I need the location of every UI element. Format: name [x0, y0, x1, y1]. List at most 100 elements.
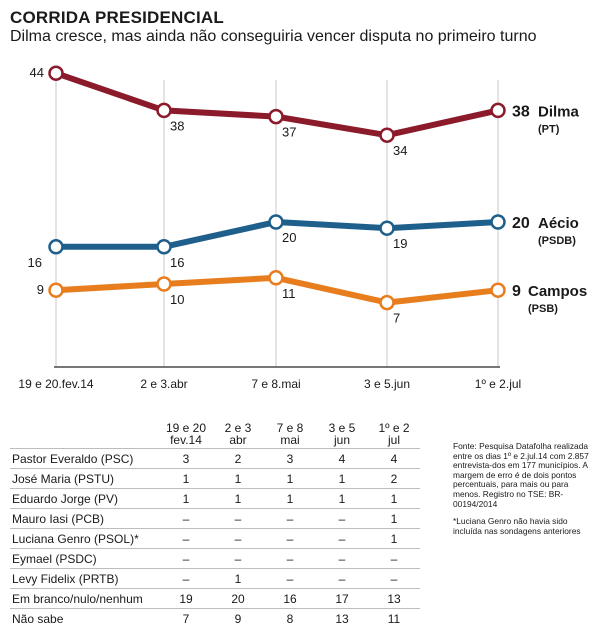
poll-value: – — [316, 568, 368, 589]
data-point — [490, 102, 506, 119]
poll-value: – — [264, 508, 316, 529]
poll-value: 13 — [368, 588, 420, 609]
poll-value: – — [368, 548, 420, 569]
series-end-value: 9 — [512, 283, 521, 300]
poll-table-wrapper: 19 e 20 fev.14 2 e 3 abr 7 e 8 mai 3 e 5 jun 1º … — [10, 422, 420, 628]
poll-value: – — [264, 528, 316, 549]
poll-value: 1 — [368, 508, 420, 529]
data-point — [268, 214, 284, 230]
legend-party: (PSDB) — [538, 235, 576, 247]
poll-value: 1 — [212, 468, 264, 489]
poll-value: – — [212, 548, 264, 569]
header-line: jul — [387, 433, 400, 447]
x-tick-label: 2 e 3.abr — [140, 377, 187, 391]
data-point — [379, 127, 395, 143]
data-label: 16 — [170, 255, 184, 270]
line-chart: 19 e 20.fev.14 2 e 3.abr 7 e 8.mai 3 e 5.ju… — [18, 65, 587, 391]
poll-value: 1 — [212, 568, 264, 589]
data-label: 19 — [393, 236, 407, 251]
data-point — [48, 239, 64, 255]
header-line: mai — [280, 433, 300, 447]
legend-name: Campos — [528, 283, 587, 300]
source-note: Fonte: Pesquisa Datafolha realizada entr… — [453, 441, 589, 509]
poll-value: 4 — [368, 448, 420, 469]
data-point — [490, 214, 506, 230]
header-line: jun — [333, 433, 350, 447]
data-label: 37 — [282, 125, 296, 140]
header-line: 1º e 2 — [378, 421, 410, 435]
data-point — [379, 220, 395, 236]
candidate-name: Não sabe — [10, 608, 160, 628]
data-label: 38 — [170, 118, 184, 133]
poll-value: 1 — [264, 488, 316, 509]
poll-value: – — [212, 528, 264, 549]
candidate-name: Mauro Iasi (PCB) — [10, 508, 160, 529]
chart-title: CORRIDA PRESIDENCIAL — [10, 8, 224, 27]
header-line: 3 e 5 — [328, 421, 356, 435]
data-label: 11 — [282, 286, 296, 301]
table-header-cell: 1º e 2 jul — [368, 422, 420, 449]
data-label: 9 — [37, 282, 44, 297]
poll-value: – — [368, 568, 420, 589]
candidate-name: Eduardo Jorge (PV) — [10, 488, 160, 509]
candidate-name: Em branco/nulo/nenhum — [10, 588, 160, 609]
data-label: 10 — [170, 292, 184, 307]
poll-table: 19 e 20 fev.14 2 e 3 abr 7 e 8 mai 3 e 5 jun 1º … — [10, 422, 420, 628]
chart-subtitle: Dilma cresce, mas ainda não conseguiria … — [10, 28, 537, 45]
header-line: 7 e 8 — [276, 421, 304, 435]
poll-value: – — [160, 568, 212, 589]
table-header-cell: 19 e 20 fev.14 — [160, 422, 212, 449]
poll-value: 1 — [264, 468, 316, 489]
table-row: Eymael (PSDC) – – – – – — [10, 548, 420, 569]
data-label: 34 — [393, 143, 407, 158]
poll-value: 8 — [264, 608, 316, 628]
poll-value: 2 — [212, 448, 264, 469]
data-point — [490, 282, 506, 298]
candidate-name: José Maria (PSTU) — [10, 468, 160, 489]
x-tick-label: 1º e 2.jul — [475, 377, 521, 391]
candidate-name: Levy Fidelix (PRTB) — [10, 568, 160, 589]
legend-party: (PSB) — [528, 303, 558, 315]
header-line: 2 e 3 — [224, 421, 252, 435]
poll-value: – — [160, 548, 212, 569]
poll-value: – — [212, 508, 264, 529]
table-row: Luciana Genro (PSOL)* – – – –1 — [10, 528, 420, 549]
legend-name: Dilma — [538, 103, 580, 120]
poll-value: – — [316, 548, 368, 569]
table-row: José Maria (PSTU) 1 1 1 1 2 — [10, 468, 420, 489]
poll-value: 3 — [264, 448, 316, 469]
data-point — [268, 108, 284, 125]
table-header-cell: 2 e 3 abr — [212, 422, 264, 449]
poll-value: 1 — [160, 468, 212, 489]
data-label: 44 — [30, 65, 44, 80]
data-label: 20 — [282, 230, 296, 245]
poll-value: 13 — [316, 608, 368, 628]
poll-value: 1 — [212, 488, 264, 509]
series-line-dilma — [53, 70, 501, 139]
data-point — [268, 270, 284, 286]
poll-value: 1 — [368, 488, 420, 509]
data-point — [48, 282, 64, 298]
poll-value: – — [264, 568, 316, 589]
data-point — [156, 239, 172, 255]
poll-value: 20 — [212, 588, 264, 609]
table-header-cell: 3 e 5 jun — [316, 422, 368, 449]
data-point — [379, 294, 395, 311]
table-row: Não sabe 7 9 8 13 11 — [10, 608, 420, 628]
candidate-name: Eymael (PSDC) — [10, 548, 160, 569]
data-point — [48, 65, 64, 81]
poll-value: – — [316, 528, 368, 549]
footnote: *Luciana Genro não havia sido incluída n… — [453, 516, 581, 536]
poll-value: – — [160, 508, 212, 529]
table-header-cell: 7 e 8 mai — [264, 422, 316, 449]
x-tick-label: 3 e 5.jun — [364, 377, 410, 391]
poll-value: – — [160, 528, 212, 549]
table-header-cell — [10, 422, 160, 449]
poll-value: 1 — [160, 488, 212, 509]
header-line: abr — [229, 433, 247, 447]
poll-value: 4 — [316, 448, 368, 469]
poll-value: 7 — [160, 608, 212, 628]
table-row: Pastor Everaldo (PSC) 3 2 3 4 4 — [10, 448, 420, 469]
table-header-row: 19 e 20 fev.14 2 e 3 abr 7 e 8 mai 3 e 5 jun 1º … — [10, 422, 420, 449]
data-label: 7 — [393, 311, 400, 326]
